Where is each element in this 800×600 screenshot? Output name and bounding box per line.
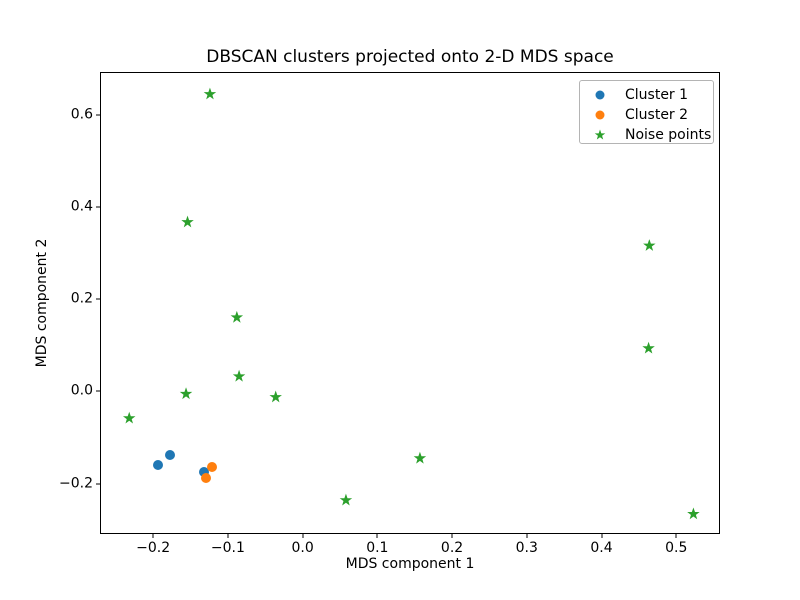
y-tick-label: 0.0 xyxy=(70,382,93,399)
legend-label-cluster-2: Cluster 2 xyxy=(625,107,689,123)
x-tick-label: 0.4 xyxy=(590,540,613,556)
noise-points-marker-icon xyxy=(594,129,606,140)
x-tick-label: 0.5 xyxy=(665,540,688,556)
x-axis-label: MDS component 1 xyxy=(345,556,475,572)
chart-title: DBSCAN clusters projected onto 2-D MDS s… xyxy=(206,47,614,67)
y-axis-label: MDS component 2 xyxy=(34,238,50,368)
y-tick-mark xyxy=(96,298,100,300)
x-tick-label: 0.0 xyxy=(291,540,314,556)
y-tick-label: 0.6 xyxy=(70,106,93,123)
scatter-point-noise-points xyxy=(230,310,244,323)
y-tick-mark xyxy=(96,390,100,392)
scatter-point-noise-points xyxy=(179,387,193,400)
x-tick-mark xyxy=(451,534,453,538)
scatter-point-noise-points xyxy=(203,87,217,100)
scatter-point-noise-points xyxy=(122,411,136,424)
y-tick-mark xyxy=(96,483,100,485)
scatter-point-noise-points xyxy=(181,215,194,228)
x-tick-label: 0.2 xyxy=(440,540,464,556)
x-tick-mark xyxy=(302,534,304,538)
x-tick-mark xyxy=(675,534,677,538)
cluster-1-marker-icon xyxy=(595,90,605,100)
x-tick-label: −0.2 xyxy=(136,540,171,556)
scatter-point-noise-points xyxy=(687,507,700,520)
x-tick-mark xyxy=(227,534,229,538)
x-tick-label: 0.1 xyxy=(366,540,389,556)
scatter-point-noise-points xyxy=(413,451,427,464)
legend: Cluster 1 Cluster 2 Noise points xyxy=(579,80,714,144)
legend-label-noise-points: Noise points xyxy=(625,127,712,143)
y-tick-mark xyxy=(96,206,100,208)
scatter-point-cluster-2 xyxy=(201,473,212,484)
x-tick-label: 0.3 xyxy=(515,540,538,556)
scatter-point-cluster-1 xyxy=(152,459,163,470)
scatter-point-cluster-1 xyxy=(198,467,209,478)
scatter-point-noise-points xyxy=(642,341,655,354)
x-tick-mark xyxy=(152,534,154,538)
x-tick-mark xyxy=(376,534,378,538)
y-tick-label: 0.4 xyxy=(70,198,93,215)
y-tick-mark xyxy=(96,114,100,116)
legend-row-noise-points: Noise points xyxy=(580,125,713,145)
plot-area: Cluster 1 Cluster 2 Noise points −0.2 −0.… xyxy=(59,72,720,556)
cluster-2-marker-icon xyxy=(595,110,605,120)
scatter-point-noise-points xyxy=(269,390,282,403)
y-tick-label: 0.2 xyxy=(70,290,93,307)
x-tick-label: −0.1 xyxy=(210,540,245,556)
scatter-point-cluster-2 xyxy=(207,462,218,473)
scatter-point-noise-points xyxy=(232,369,246,382)
x-tick-mark xyxy=(526,534,528,538)
scatter-point-noise-points xyxy=(339,493,353,506)
scatter-point-cluster-1 xyxy=(165,450,176,461)
y-tick-label: −0.2 xyxy=(59,475,93,492)
x-tick-mark xyxy=(601,534,602,538)
scatter-point-noise-points xyxy=(643,239,656,251)
legend-label-cluster-1: Cluster 1 xyxy=(625,87,689,103)
legend-row-cluster-2: Cluster 2 xyxy=(580,105,713,125)
legend-row-cluster-1: Cluster 1 xyxy=(580,85,713,105)
